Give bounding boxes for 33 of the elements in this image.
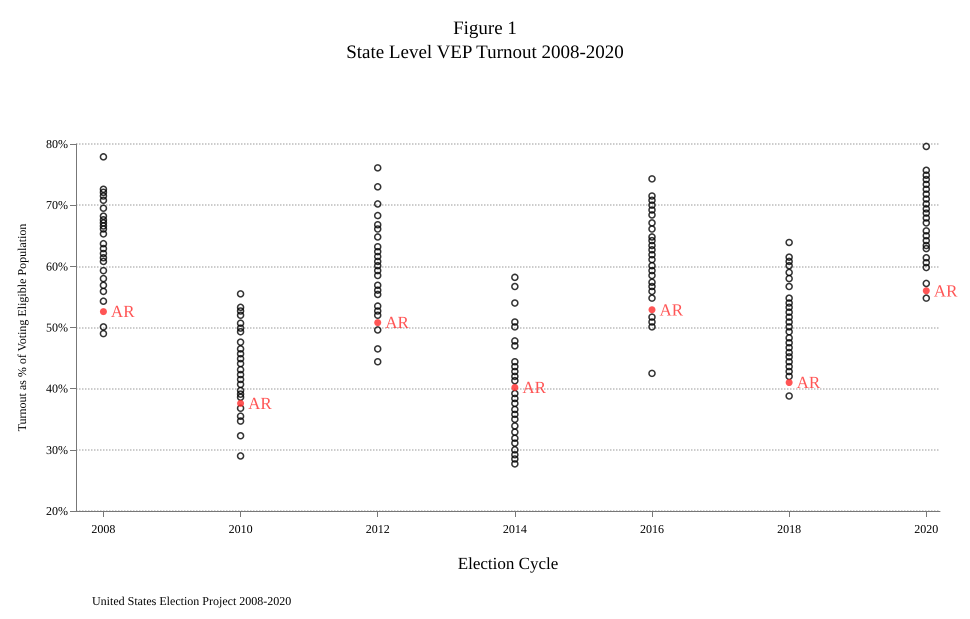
text: AR [660,300,684,320]
chart-subtitle: State Level VEP Turnout 2008-2020 [346,42,624,63]
y-tick-label: 60% [46,259,68,274]
y-tick-label: 30% [46,442,68,457]
y-tick-label: 80% [46,137,68,151]
y-axis-title: Turnout as % of Voting Eligible Population [15,224,29,432]
point [648,306,656,314]
point [511,384,518,391]
x-axis-title: Election Cycle [458,554,558,573]
y-tick-label: 50% [46,320,68,334]
text: AR [796,373,820,392]
point [786,379,793,386]
point [374,319,382,326]
series-label: AR [110,302,136,322]
chart-title: Figure 1 [453,18,517,39]
text: AR [522,378,546,397]
text: United States Election Project 2008-2020 [92,594,292,608]
point [237,400,244,407]
x-tick-label: 2016 [640,522,664,536]
y-tick-label: 40% [46,382,68,396]
point [100,308,107,316]
x-tick-label: 2008 [91,522,116,536]
x-tick-label: 2014 [502,522,527,536]
text: AR [385,313,409,332]
x-tick-label: 2020 [914,522,938,536]
text: AR [248,394,272,413]
x-tick-label: 2010 [228,522,253,536]
y-tick-label: 20% [46,504,68,518]
text: AR [934,281,958,300]
point [922,287,930,294]
x-tick-label: 2012 [366,522,390,536]
x-tick-label: 2018 [777,522,802,536]
y-tick-label: 70% [46,198,68,212]
